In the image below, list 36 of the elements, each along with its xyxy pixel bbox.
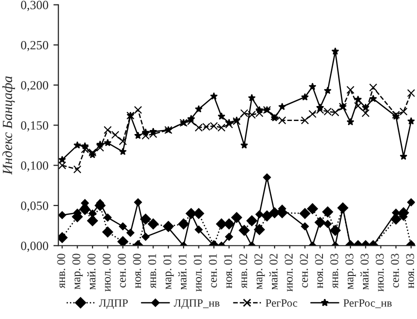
- x-tick-label: сен. 02: [300, 254, 308, 288]
- x-tick-label: мар. 02: [254, 254, 265, 290]
- x-tick-label: май. 02: [269, 254, 278, 290]
- y-tick-label: 0,150: [21, 121, 48, 132]
- x-tick-label: сен. 00: [118, 254, 126, 288]
- y-tick-label: 0,100: [21, 161, 48, 172]
- x-tick-label: май. 01: [178, 254, 187, 290]
- x-tick-label: сен. 01: [208, 254, 217, 288]
- y-tick-label: 0,200: [21, 81, 48, 92]
- x-tick-label: янв. 01: [148, 254, 156, 288]
- x-tick-label: сен. 03: [390, 254, 399, 288]
- legend-label: РегРос: [266, 299, 298, 307]
- x-tick-label: мар. 00: [72, 254, 83, 290]
- x-tick-label: ноя. 00: [133, 254, 142, 288]
- y-tick-label: 0,300: [21, 0, 48, 12]
- x-tick-label: мар. 01: [163, 254, 174, 290]
- x-tick-label: мар. 03: [345, 254, 356, 290]
- y-tick-label: 0,000: [21, 242, 48, 252]
- x-tick-label: ноя. 02: [315, 254, 324, 288]
- y-axis-title: Индекс Банцафа: [2, 76, 15, 175]
- x-tick-label: июл. 01: [194, 254, 202, 292]
- x-tick-label: ноя. 01: [224, 254, 232, 288]
- x-tick-label: май. 00: [87, 254, 96, 290]
- x-tick-label: июл. 02: [284, 254, 293, 292]
- x-tick-label: янв. 02: [239, 254, 248, 288]
- legend-label: ЛДПР_нв: [174, 299, 220, 309]
- x-tick-label: ноя. 03: [406, 254, 414, 288]
- x-tick-label: янв. 03: [330, 254, 338, 288]
- legend-label: РегРос_нв: [343, 299, 392, 308]
- legend-label: ЛДПР: [98, 299, 128, 309]
- y-tick-label: 0,250: [21, 40, 48, 52]
- x-tick-label: янв. 00: [57, 254, 66, 288]
- x-tick-label: июл. 00: [102, 254, 111, 292]
- x-tick-label: май. 03: [360, 254, 369, 290]
- y-tick-label: 0,050: [21, 202, 48, 212]
- x-tick-label: июл. 03: [376, 254, 384, 292]
